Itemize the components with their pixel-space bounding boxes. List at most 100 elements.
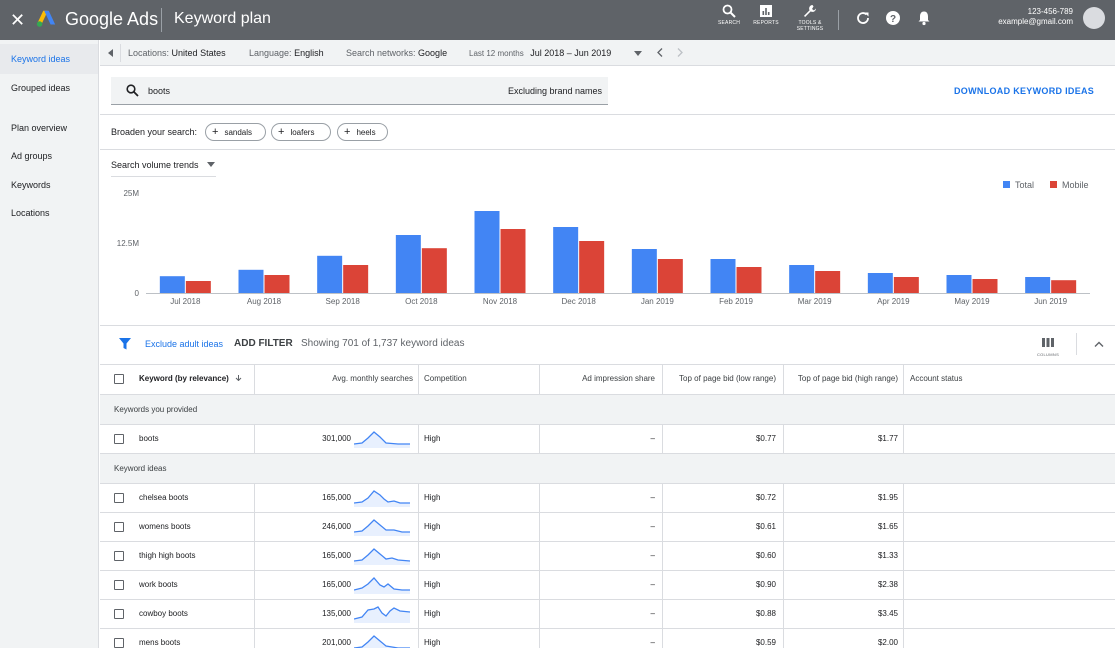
bar-mobile-8[interactable] bbox=[815, 271, 841, 293]
table-row[interactable]: mens boots 201,000 High – $0.59 $2.00 bbox=[100, 628, 1115, 648]
legend-mobile[interactable]: Mobile bbox=[1050, 180, 1089, 190]
table-header: Keyword (by relevance) Avg. monthly sear… bbox=[100, 364, 1115, 394]
language-filter[interactable]: Language: English bbox=[249, 40, 324, 66]
table-row[interactable]: thigh high boots 165,000 High – $0.60 $1.33 bbox=[100, 541, 1115, 570]
bid-high-cell: $1.33 bbox=[877, 551, 898, 560]
add-filter-button[interactable]: ADD FILTER bbox=[234, 338, 293, 349]
excluding-brand-names-toggle[interactable]: Excluding brand names bbox=[507, 86, 602, 96]
column-divider bbox=[418, 600, 419, 628]
search-tool-button[interactable]: SEARCH bbox=[714, 4, 744, 36]
legend-total[interactable]: Total bbox=[1003, 180, 1034, 190]
row-checkbox[interactable] bbox=[114, 434, 124, 444]
sparkline-area bbox=[354, 520, 410, 536]
bar-total-1[interactable] bbox=[238, 269, 264, 293]
help-icon[interactable]: ? bbox=[885, 10, 901, 26]
sidebar-item-keyword-ideas[interactable]: Keyword ideas bbox=[0, 44, 98, 74]
ad-impression-share-cell: – bbox=[650, 638, 655, 647]
column-divider bbox=[783, 600, 784, 628]
bar-total-5[interactable] bbox=[553, 227, 579, 293]
close-icon[interactable]: ✕ bbox=[10, 10, 26, 30]
column-header-ad-impression-share[interactable]: Ad impression share bbox=[582, 374, 655, 383]
bar-total-2[interactable] bbox=[317, 255, 343, 293]
bar-total-10[interactable] bbox=[946, 275, 972, 293]
table-row[interactable]: boots 301,000 High – $0.77 $1.77 bbox=[100, 424, 1115, 453]
broaden-chip-loafers[interactable]: + loafers bbox=[271, 123, 331, 141]
column-header-account-status[interactable]: Account status bbox=[910, 374, 963, 383]
broaden-chip-sandals[interactable]: + sandals bbox=[205, 123, 266, 141]
broaden-chip-heels[interactable]: + heels bbox=[337, 123, 388, 141]
locations-filter[interactable]: Locations: United States bbox=[128, 40, 226, 66]
select-all-checkbox[interactable] bbox=[114, 374, 124, 384]
account-info[interactable]: 123-456-789 example@gmail.com bbox=[998, 7, 1073, 27]
row-checkbox[interactable] bbox=[114, 638, 124, 648]
bar-mobile-7[interactable] bbox=[736, 267, 762, 293]
row-checkbox[interactable] bbox=[114, 609, 124, 619]
bar-total-6[interactable] bbox=[631, 249, 657, 293]
column-header-bid-low[interactable]: Top of page bid (low range) bbox=[679, 374, 776, 383]
row-checkbox[interactable] bbox=[114, 580, 124, 590]
tools-settings-button[interactable]: TOOLS & SETTINGS bbox=[790, 4, 830, 36]
bar-mobile-2[interactable] bbox=[343, 265, 369, 293]
search-volume-trends-dropdown[interactable]: Search volume trends bbox=[111, 158, 217, 177]
bar-mobile-4[interactable] bbox=[500, 229, 526, 293]
collapse-sidebar-arrow-icon[interactable] bbox=[108, 49, 114, 57]
bar-mobile-11[interactable] bbox=[1051, 280, 1077, 293]
bar-mobile-1[interactable] bbox=[264, 275, 290, 293]
date-range-filter[interactable]: Last 12 months Jul 2018 – Jun 2019 bbox=[469, 40, 611, 67]
row-checkbox[interactable] bbox=[114, 522, 124, 532]
column-divider bbox=[254, 425, 255, 453]
row-checkbox[interactable] bbox=[114, 493, 124, 503]
sidebar-item-keywords[interactable]: Keywords bbox=[11, 180, 51, 190]
bar-mobile-3[interactable] bbox=[421, 248, 447, 293]
bar-mobile-9[interactable] bbox=[893, 277, 919, 293]
bar-mobile-6[interactable] bbox=[657, 259, 683, 293]
column-divider bbox=[903, 484, 904, 512]
bar-mobile-10[interactable] bbox=[972, 279, 998, 293]
next-period-chevron-icon[interactable] bbox=[677, 48, 683, 57]
sidebar-item-locations[interactable]: Locations bbox=[11, 208, 50, 218]
bar-total-0[interactable] bbox=[159, 276, 185, 293]
chip-label: sandals bbox=[224, 128, 253, 137]
sidebar-item-ad-groups[interactable]: Ad groups bbox=[11, 151, 53, 161]
sidebar-item-plan-overview[interactable]: Plan overview bbox=[11, 123, 68, 133]
columns-button[interactable]: COLUMNS bbox=[1030, 334, 1066, 358]
bar-total-11[interactable] bbox=[1025, 277, 1051, 293]
row-checkbox[interactable] bbox=[114, 551, 124, 561]
table-row[interactable]: chelsea boots 165,000 High – $0.72 $1.95 bbox=[100, 483, 1115, 512]
column-header-avg-searches[interactable]: Avg. monthly searches bbox=[332, 374, 413, 383]
previous-period-chevron-icon[interactable] bbox=[657, 48, 663, 57]
bar-total-7[interactable] bbox=[710, 259, 736, 293]
column-header-bid-high[interactable]: Top of page bid (high range) bbox=[797, 374, 898, 383]
table-row[interactable]: cowboy boots 135,000 High – $0.88 $3.45 bbox=[100, 599, 1115, 628]
google-ads-logo bbox=[36, 10, 56, 27]
exclude-adult-ideas-filter[interactable]: Exclude adult ideas bbox=[145, 339, 224, 349]
column-divider bbox=[662, 600, 663, 628]
bar-total-3[interactable] bbox=[395, 235, 421, 293]
search-networks-filter[interactable]: Search networks: Google bbox=[346, 40, 447, 66]
column-divider bbox=[254, 629, 255, 648]
notifications-bell-icon[interactable] bbox=[916, 10, 932, 26]
collapse-chevron-up-icon[interactable] bbox=[1094, 341, 1104, 347]
bar-total-8[interactable] bbox=[789, 265, 815, 293]
date-range-label: Last 12 months bbox=[469, 49, 524, 58]
refresh-icon[interactable] bbox=[855, 10, 871, 26]
table-row[interactable]: work boots 165,000 High – $0.90 $2.38 bbox=[100, 570, 1115, 599]
bar-mobile-5[interactable] bbox=[579, 241, 605, 293]
avg-searches-cell: 165,000 bbox=[322, 551, 351, 560]
competition-cell: High bbox=[424, 551, 441, 560]
bar-total-9[interactable] bbox=[867, 273, 893, 293]
search-input-value[interactable]: boots bbox=[148, 86, 171, 96]
bar-total-4[interactable] bbox=[474, 211, 500, 293]
column-header-keyword[interactable]: Keyword (by relevance) bbox=[139, 365, 242, 394]
reports-tool-button[interactable]: REPORTS bbox=[751, 4, 781, 36]
avatar[interactable] bbox=[1083, 7, 1105, 29]
date-range-dropdown-icon[interactable] bbox=[634, 51, 642, 56]
column-header-competition[interactable]: Competition bbox=[424, 374, 467, 383]
table-row[interactable]: womens boots 246,000 High – $0.61 $1.65 bbox=[100, 512, 1115, 541]
filter-icon[interactable] bbox=[119, 338, 131, 350]
sidebar-item-grouped-ideas[interactable]: Grouped ideas bbox=[11, 83, 71, 93]
download-keyword-ideas-button[interactable]: DOWNLOAD KEYWORD IDEAS bbox=[954, 86, 1095, 96]
sparkline-line bbox=[354, 519, 410, 533]
keyword-search-box[interactable]: boots Excluding brand names bbox=[111, 77, 608, 105]
bar-mobile-0[interactable] bbox=[185, 281, 211, 293]
